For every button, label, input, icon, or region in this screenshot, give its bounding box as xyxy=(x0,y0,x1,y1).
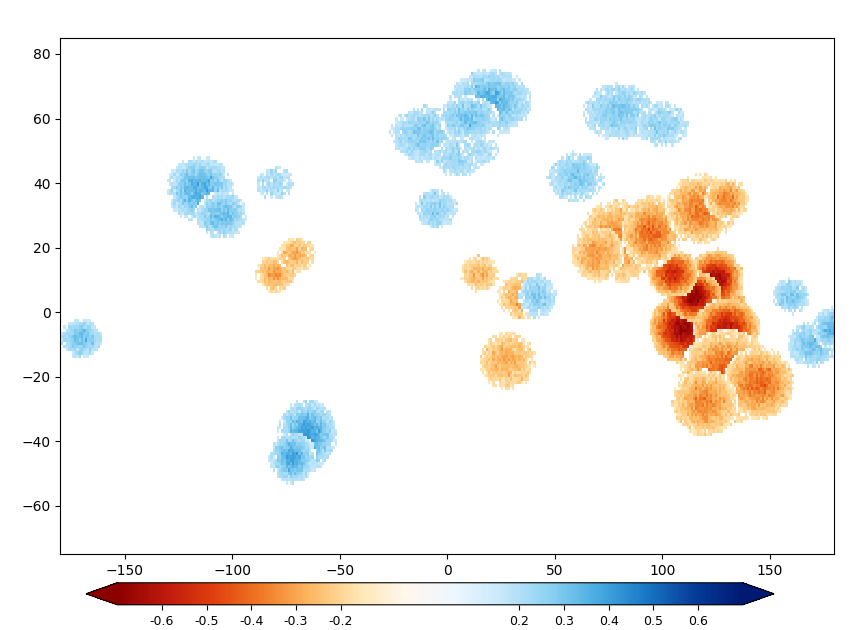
PathPatch shape xyxy=(86,583,117,605)
PathPatch shape xyxy=(743,583,774,605)
